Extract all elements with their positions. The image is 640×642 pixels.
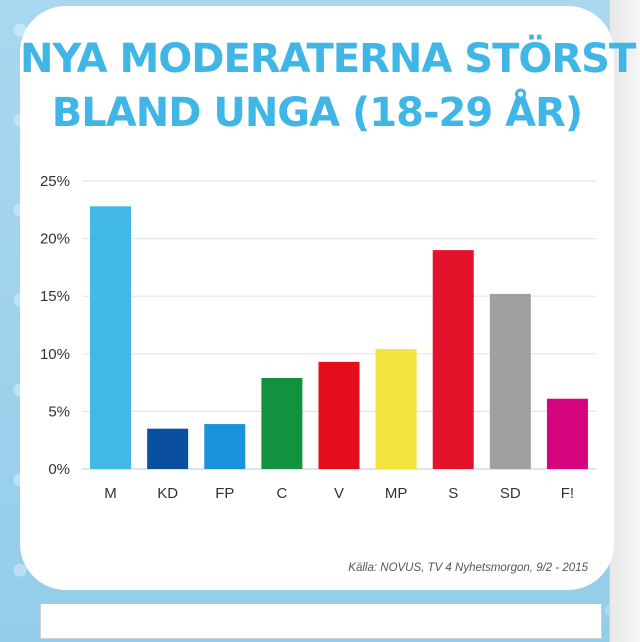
chart-card: NYA MODERATERNA STÖRST BLAND UNGA (18-29… <box>20 6 636 590</box>
bar-f <box>546 398 588 469</box>
y-tick-label: 15% <box>40 288 70 305</box>
bar-m <box>90 206 132 469</box>
bar-v <box>318 361 360 469</box>
x-tick-label: KD <box>157 485 178 502</box>
bar-c <box>261 377 303 469</box>
source-note: Källa: NOVUS, TV 4 Nyhetsmorgon, 9/2 - 2… <box>348 562 588 574</box>
bar-mp <box>375 349 417 469</box>
bar-chart: 0% 5% 10% 15% 20% 25% M KD FP C V MP S SD F! <box>40 173 596 502</box>
x-tick-label: M <box>104 485 117 502</box>
bar-fp <box>204 424 246 469</box>
y-tick-label: 25% <box>40 173 70 190</box>
y-tick-label: 5% <box>48 403 70 420</box>
chart-title: NYA MODERATERNA STÖRST BLAND UNGA (18-29… <box>20 32 636 140</box>
bar-kd <box>147 428 189 469</box>
bar-s <box>432 250 474 469</box>
y-tick-label: 20% <box>40 231 70 248</box>
y-tick-label: 0% <box>48 461 70 478</box>
x-tick-label: MP <box>385 485 408 502</box>
x-tick-label: FP <box>215 485 234 502</box>
y-tick-label: 10% <box>40 346 70 363</box>
x-tick-label: C <box>276 485 287 502</box>
x-tick-label: SD <box>500 485 521 502</box>
x-tick-label: F! <box>561 485 574 502</box>
bottom-panel <box>40 604 602 639</box>
x-tick-label: V <box>334 485 344 502</box>
bar-sd <box>489 293 531 469</box>
x-tick-label: S <box>448 485 458 502</box>
chart-title-line-1: NYA MODERATERNA STÖRST <box>20 36 636 82</box>
chart-title-line-2: BLAND UNGA (18-29 ÅR) <box>51 90 583 136</box>
